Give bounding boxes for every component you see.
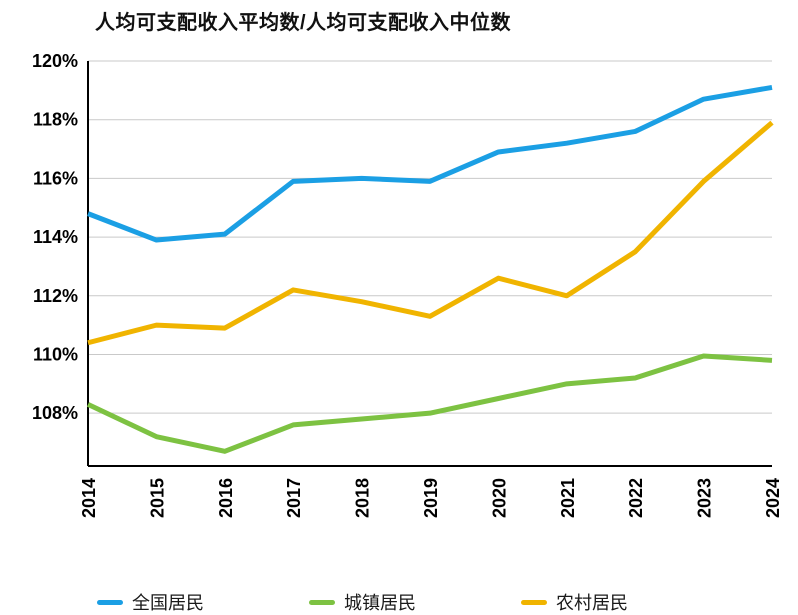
x-axis-tick-label: 2019: [421, 478, 441, 518]
x-axis-tick-label: 2016: [216, 478, 236, 518]
x-axis-tick-label: 2015: [147, 478, 167, 518]
legend-label: 全国居民: [132, 593, 204, 613]
chart-page: 人均可支配收入平均数/人均可支配收入中位数 108% 110% 112% 114% 11…: [0, 12, 798, 615]
y-axis-tick-label: 114%: [33, 227, 78, 247]
x-axis-tick-label: 2021: [558, 478, 578, 518]
legend-item: 全国居民: [97, 589, 204, 615]
x-axis-tick-label: 2024: [763, 478, 783, 518]
chart-canvas: 108% 110% 112% 114% 116% 118% 120% 2014 2015 2016…: [32, 51, 783, 518]
y-axis-tick-label: 112%: [33, 286, 78, 306]
y-axis-tick-label: 108%: [32, 403, 78, 423]
legend-swatch: [97, 599, 123, 605]
legend-item: 城镇居民: [309, 589, 416, 615]
y-axis-tick-label: 116%: [33, 168, 78, 188]
legend-swatch: [309, 599, 335, 605]
chart-title: 人均可支配收入平均数/人均可支配收入中位数: [95, 12, 512, 34]
x-axis-tick-label: 2018: [353, 478, 373, 518]
x-axis-tick-label: 2017: [284, 478, 304, 518]
y-axis-tick-label: 118%: [33, 110, 78, 130]
legend-item: 农村居民: [521, 589, 628, 615]
y-axis-tick-label: 120%: [32, 51, 78, 71]
y-axis-tick-label: 110%: [33, 344, 78, 364]
x-axis-tick-label: 2023: [695, 478, 715, 518]
series-line-2: [87, 120, 774, 346]
legend-label: 农村居民: [556, 593, 628, 613]
series-line-1: [86, 353, 773, 454]
line-chart: 108% 110% 112% 114% 116% 118% 120% 2014 2015 2016…: [0, 39, 798, 539]
legend-label: 城镇居民: [344, 593, 416, 613]
x-axis-tick-label: 2014: [79, 478, 99, 518]
series-line-0: [87, 84, 773, 243]
legend-swatch: [521, 599, 547, 605]
chart-legend: 全国居民 城镇居民 农村居民: [0, 589, 798, 615]
x-axis-tick-label: 2022: [626, 478, 646, 518]
x-axis-tick-label: 2020: [489, 478, 509, 518]
